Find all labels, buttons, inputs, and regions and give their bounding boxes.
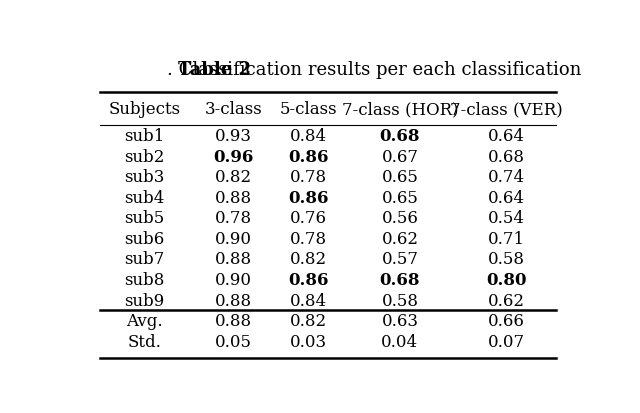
Text: sub3: sub3 [124, 169, 164, 186]
Text: 0.62: 0.62 [381, 230, 419, 247]
Text: 0.82: 0.82 [215, 169, 252, 186]
Text: 0.86: 0.86 [288, 189, 328, 206]
Text: 0.71: 0.71 [488, 230, 525, 247]
Text: 0.88: 0.88 [215, 292, 252, 309]
Text: 0.88: 0.88 [215, 251, 252, 268]
Text: 0.62: 0.62 [488, 292, 525, 309]
Text: 0.86: 0.86 [288, 148, 328, 165]
Text: 0.05: 0.05 [215, 333, 252, 350]
Text: 0.04: 0.04 [381, 333, 419, 350]
Text: 0.84: 0.84 [289, 292, 327, 309]
Text: sub8: sub8 [124, 271, 164, 288]
Text: 0.76: 0.76 [290, 210, 326, 227]
Text: sub2: sub2 [124, 148, 164, 165]
Text: 0.74: 0.74 [488, 169, 525, 186]
Text: sub5: sub5 [124, 210, 164, 227]
Text: 0.78: 0.78 [289, 230, 327, 247]
Text: Avg.: Avg. [126, 312, 163, 329]
Text: 0.88: 0.88 [215, 312, 252, 329]
Text: Std.: Std. [127, 333, 161, 350]
Text: 0.07: 0.07 [488, 333, 525, 350]
Text: 0.88: 0.88 [215, 189, 252, 206]
Text: 0.63: 0.63 [381, 312, 419, 329]
Text: Subjects: Subjects [108, 101, 180, 118]
Text: Table 2: Table 2 [179, 61, 252, 78]
Text: 0.03: 0.03 [289, 333, 327, 350]
Text: 0.90: 0.90 [215, 230, 252, 247]
Text: 5-class: 5-class [279, 101, 337, 118]
Text: 0.78: 0.78 [215, 210, 252, 227]
Text: 0.65: 0.65 [381, 189, 419, 206]
Text: 0.58: 0.58 [381, 292, 419, 309]
Text: 0.90: 0.90 [215, 271, 252, 288]
Text: sub4: sub4 [124, 189, 164, 206]
Text: sub9: sub9 [124, 292, 164, 309]
Text: 0.80: 0.80 [486, 271, 527, 288]
Text: 0.82: 0.82 [289, 312, 327, 329]
Text: 0.82: 0.82 [289, 251, 327, 268]
Text: 0.93: 0.93 [215, 128, 252, 145]
Text: 0.68: 0.68 [380, 128, 420, 145]
Text: 0.64: 0.64 [488, 128, 525, 145]
Text: 0.58: 0.58 [488, 251, 525, 268]
Text: 0.78: 0.78 [289, 169, 327, 186]
Text: 0.64: 0.64 [488, 189, 525, 206]
Text: 7-class (VER): 7-class (VER) [450, 101, 563, 118]
Text: 0.67: 0.67 [381, 148, 419, 165]
Text: sub1: sub1 [124, 128, 164, 145]
Text: 0.57: 0.57 [381, 251, 419, 268]
Text: 0.66: 0.66 [488, 312, 525, 329]
Text: . Classification results per each classification: . Classification results per each classi… [167, 61, 581, 78]
Text: 0.56: 0.56 [381, 210, 419, 227]
Text: sub6: sub6 [124, 230, 164, 247]
Text: 0.84: 0.84 [289, 128, 327, 145]
Text: 3-class: 3-class [205, 101, 262, 118]
Text: 0.68: 0.68 [488, 148, 525, 165]
Text: 0.68: 0.68 [380, 271, 420, 288]
Text: 0.65: 0.65 [381, 169, 419, 186]
Text: 0.54: 0.54 [488, 210, 525, 227]
Text: 0.86: 0.86 [288, 271, 328, 288]
Text: 7-class (HOR): 7-class (HOR) [342, 101, 458, 118]
Text: 0.96: 0.96 [214, 148, 254, 165]
Text: sub7: sub7 [124, 251, 164, 268]
